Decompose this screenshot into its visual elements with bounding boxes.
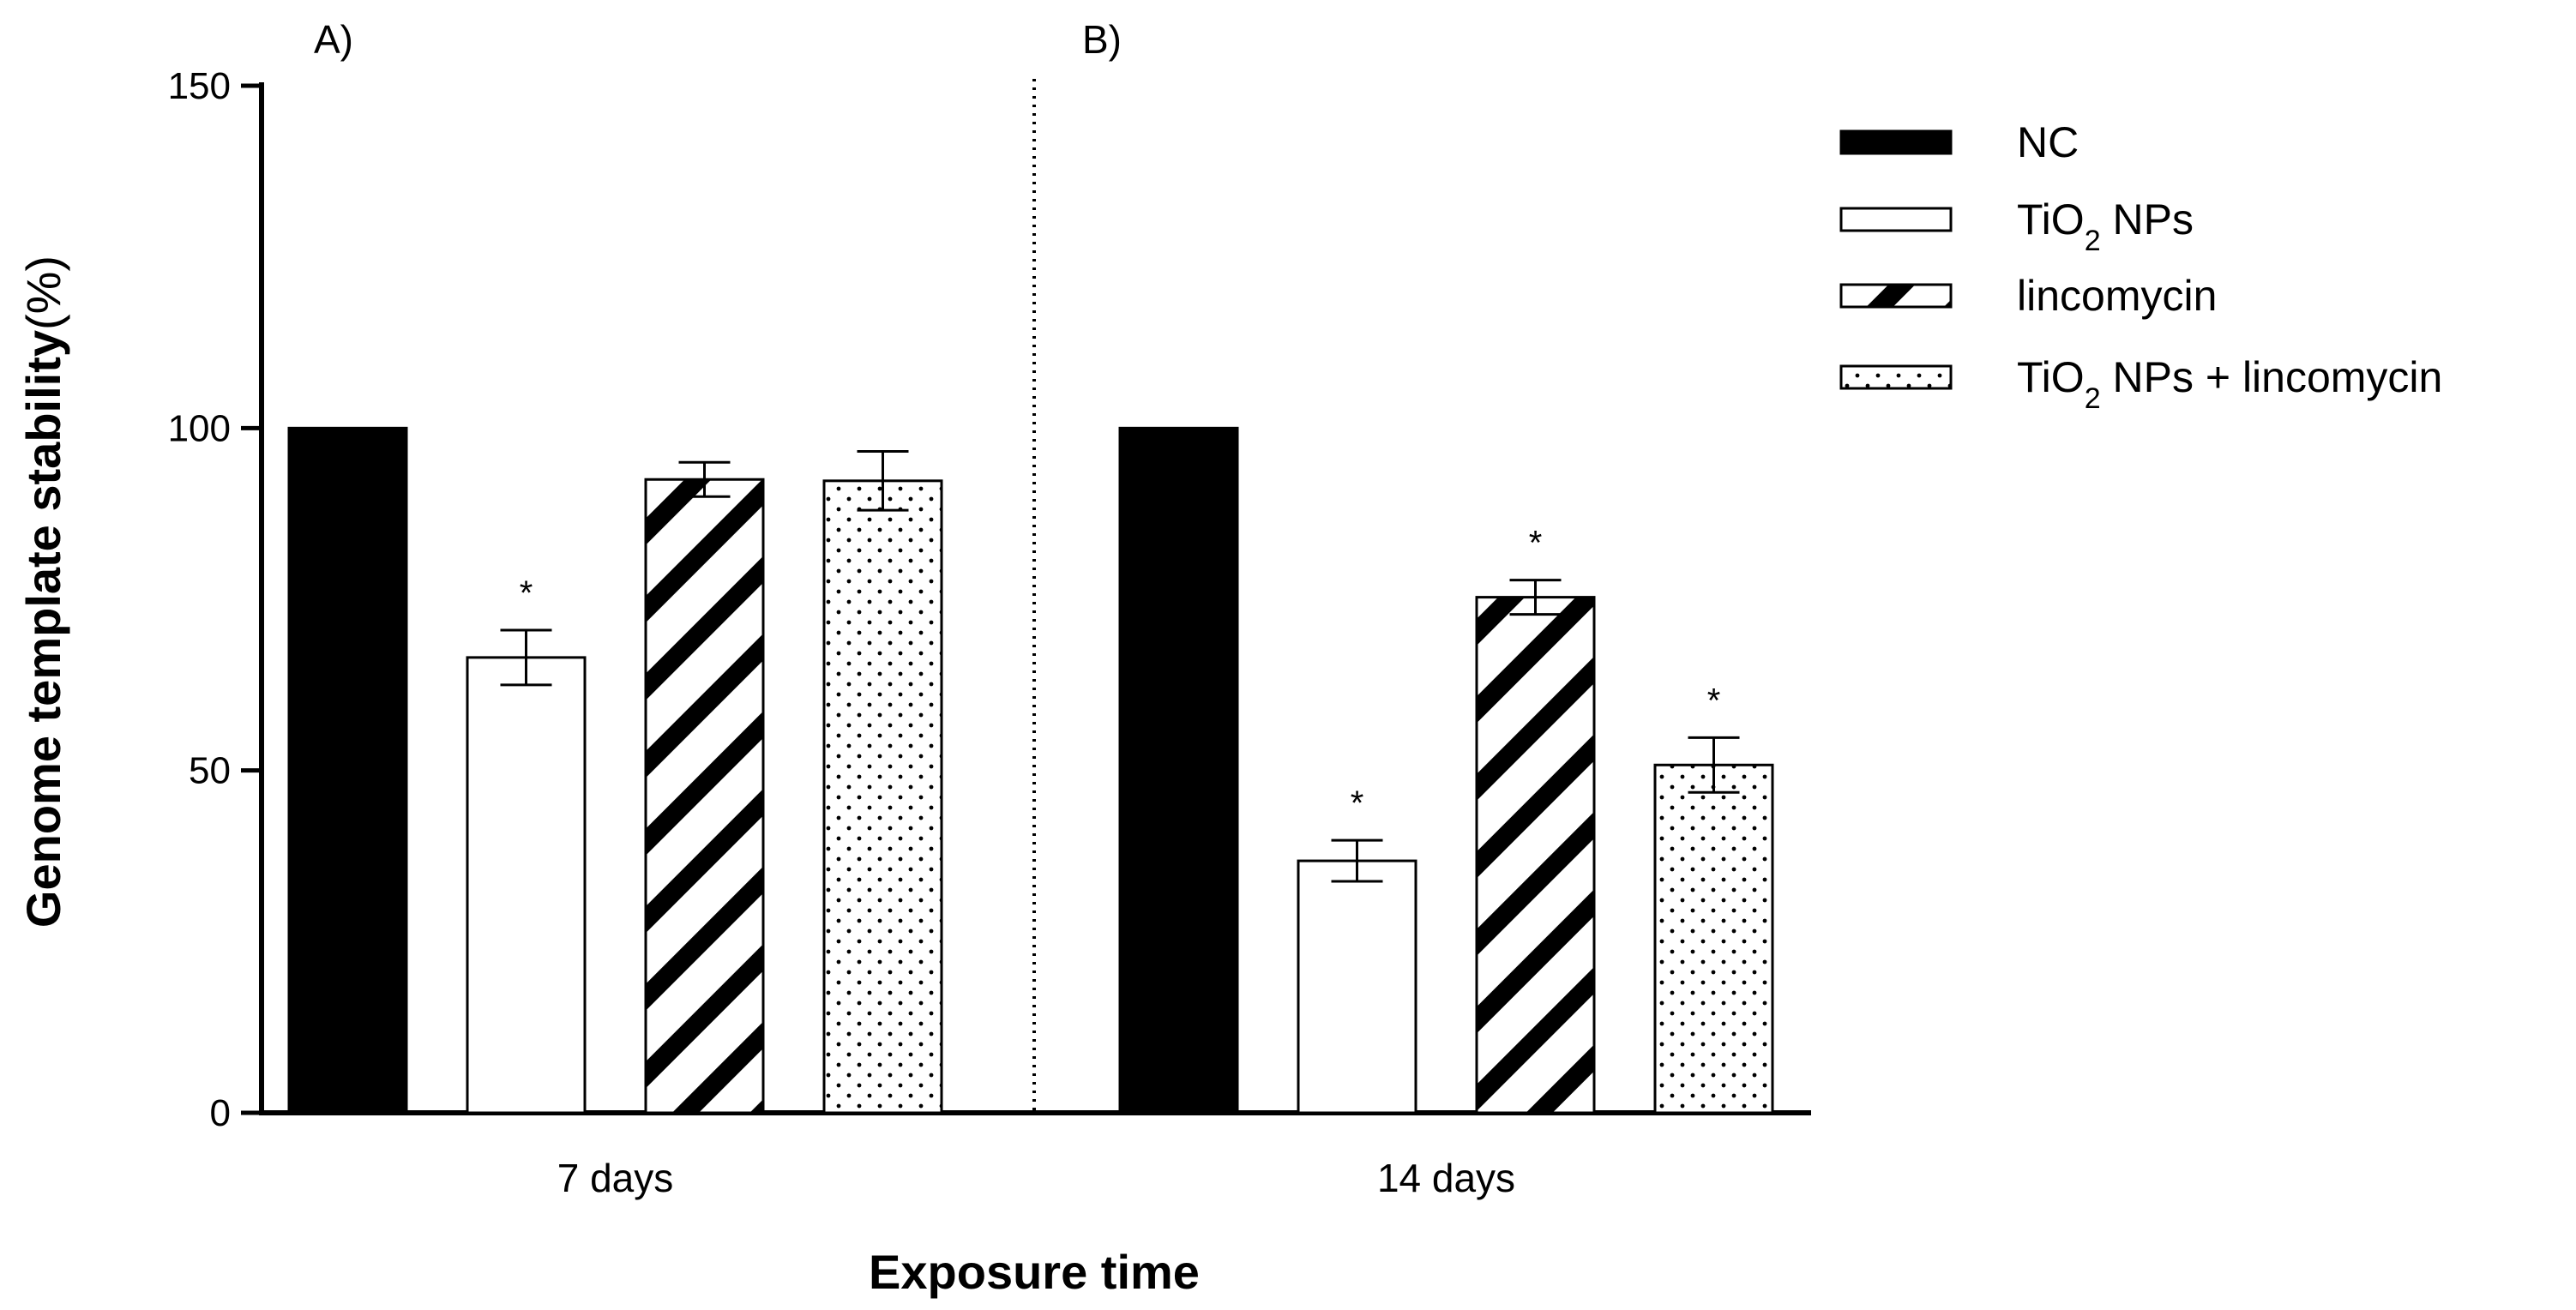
legend-swatch bbox=[1839, 364, 1953, 390]
y-tick-label: 100 bbox=[168, 407, 231, 449]
legend-label: lincomycin bbox=[2017, 272, 2217, 320]
bar bbox=[644, 478, 765, 1115]
x-axis-label: Exposure time bbox=[869, 1245, 1200, 1299]
legend-item: lincomycin bbox=[1839, 272, 2217, 320]
x-category-label: 14 days bbox=[1377, 1156, 1515, 1200]
y-axis-label-main: Genome template stability bbox=[16, 330, 70, 928]
legend-swatch bbox=[1839, 283, 1953, 309]
legend-item: TiO2 NPs + lincomycin bbox=[1839, 353, 2442, 415]
x-category-label: 7 days bbox=[557, 1156, 674, 1200]
legend-label: TiO2 NPs + lincomycin bbox=[2017, 353, 2442, 415]
significance-marker: * bbox=[520, 574, 533, 612]
y-tick-label: 50 bbox=[189, 750, 231, 792]
legend-swatch bbox=[1839, 129, 1953, 155]
bar bbox=[1297, 859, 1417, 1115]
legend-label: NC bbox=[2017, 118, 2079, 166]
legend-swatch bbox=[1839, 207, 1953, 232]
bar bbox=[822, 479, 943, 1115]
significance-marker: * bbox=[1529, 525, 1543, 562]
significance-marker: * bbox=[1351, 784, 1364, 822]
y-tick-label: 150 bbox=[168, 65, 231, 107]
panel-label-b: B) bbox=[1082, 17, 1122, 62]
bar bbox=[466, 656, 587, 1115]
significance-marker: * bbox=[1707, 682, 1721, 719]
bar bbox=[1653, 763, 1774, 1115]
legend-item: NC bbox=[1839, 118, 2079, 166]
bar bbox=[1475, 596, 1596, 1115]
legend-item: TiO2 NPs bbox=[1839, 195, 2194, 257]
legend: NC TiO2 NPs lincomycin TiO2 NPs + lincomyci… bbox=[1839, 118, 2442, 415]
bar bbox=[287, 426, 408, 1115]
plot-area: 0 50 100 150 * 7 days * * * 14 days bbox=[168, 65, 1811, 1200]
y-axis-label: Genome template stability(%) bbox=[16, 255, 70, 928]
y-tick-label: 0 bbox=[210, 1092, 231, 1134]
legend-label: TiO2 NPs bbox=[2017, 195, 2194, 257]
bar bbox=[1118, 426, 1239, 1115]
y-axis-label-unit: (%) bbox=[16, 255, 70, 330]
panel-label-a: A) bbox=[314, 17, 353, 62]
